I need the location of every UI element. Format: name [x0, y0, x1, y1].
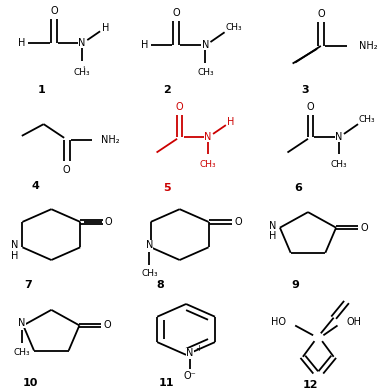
Text: CH₃: CH₃ — [74, 68, 90, 77]
Text: H: H — [11, 251, 18, 261]
Text: 11: 11 — [159, 378, 174, 388]
Text: H: H — [227, 117, 235, 127]
Text: O: O — [234, 217, 242, 227]
Text: |: | — [82, 66, 85, 73]
Text: 2: 2 — [163, 85, 171, 95]
Text: 9: 9 — [291, 280, 299, 291]
Text: 8: 8 — [157, 280, 164, 291]
Text: 6: 6 — [294, 183, 302, 193]
Text: N: N — [186, 348, 194, 358]
Text: 10: 10 — [23, 378, 38, 388]
Text: 1: 1 — [37, 85, 45, 95]
Text: N: N — [18, 318, 26, 328]
Text: CH₃: CH₃ — [330, 160, 347, 169]
Text: 7: 7 — [24, 280, 32, 291]
Text: O: O — [176, 102, 184, 111]
Text: N: N — [146, 240, 153, 250]
Text: 4: 4 — [32, 181, 40, 191]
Text: O: O — [104, 320, 111, 330]
Text: O: O — [63, 165, 70, 175]
Text: CH₃: CH₃ — [225, 23, 242, 32]
Text: CH₃: CH₃ — [359, 115, 375, 124]
Text: N: N — [204, 132, 212, 142]
Text: O: O — [317, 9, 325, 19]
Text: CH₃: CH₃ — [141, 269, 158, 278]
Text: N: N — [269, 221, 276, 231]
Text: H: H — [141, 40, 149, 50]
Text: NH₂: NH₂ — [101, 135, 120, 145]
Text: H: H — [102, 23, 109, 33]
Text: O: O — [172, 8, 180, 18]
Text: N: N — [11, 240, 18, 250]
Text: N: N — [202, 40, 209, 50]
Text: O: O — [307, 102, 315, 111]
Text: NH₂: NH₂ — [359, 41, 378, 51]
Text: 3: 3 — [301, 85, 309, 95]
Text: 5: 5 — [163, 183, 171, 193]
Text: N: N — [335, 132, 343, 142]
Text: CH₃: CH₃ — [197, 68, 214, 77]
Text: O⁻: O⁻ — [184, 371, 196, 381]
Text: O: O — [105, 217, 112, 227]
Text: O: O — [50, 6, 58, 16]
Text: O: O — [360, 222, 368, 233]
Text: +: + — [196, 344, 203, 353]
Text: H: H — [18, 38, 25, 48]
Text: OH: OH — [346, 317, 362, 326]
Text: H: H — [269, 231, 276, 242]
Text: CH₃: CH₃ — [199, 160, 216, 169]
Text: 12: 12 — [303, 380, 318, 390]
Text: N: N — [79, 38, 86, 48]
Text: CH₃: CH₃ — [13, 348, 30, 357]
Text: HO: HO — [271, 317, 286, 326]
